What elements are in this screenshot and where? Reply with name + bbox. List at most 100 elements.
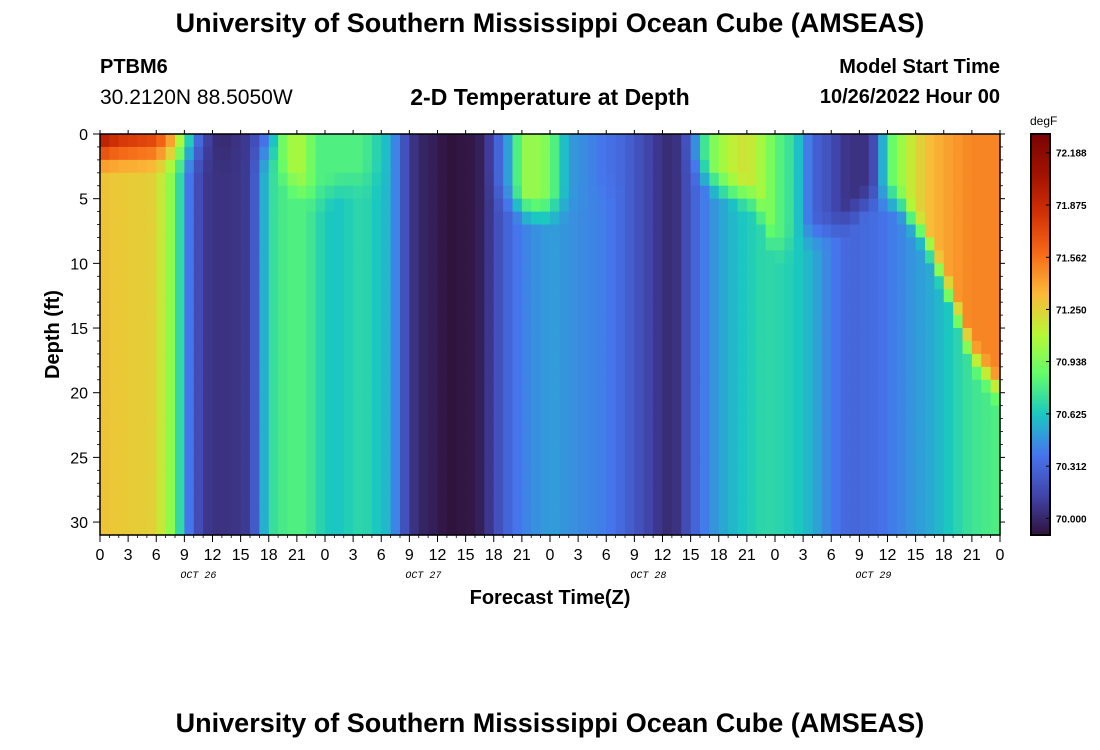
heatmap-cell	[784, 379, 795, 394]
heatmap-cell	[962, 250, 973, 264]
heatmap-cell	[128, 418, 139, 433]
heatmap-cell	[934, 392, 945, 407]
heatmap-cell	[953, 457, 964, 471]
heatmap-cell	[578, 172, 589, 187]
heatmap-cell	[821, 172, 832, 187]
heatmap-cell	[315, 379, 326, 394]
heatmap-cell	[587, 340, 598, 355]
heatmap-cell	[568, 250, 579, 264]
heatmap-cell	[184, 340, 195, 355]
heatmap-cell	[550, 185, 560, 200]
heatmap-cell	[596, 509, 607, 523]
heatmap-cell	[643, 366, 654, 381]
heatmap-cell	[971, 185, 982, 200]
heatmap-cell	[184, 483, 195, 497]
heatmap-cell	[446, 328, 457, 342]
heatmap-cell	[278, 198, 289, 213]
heatmap-cell	[353, 522, 364, 536]
heatmap-cell	[718, 444, 729, 458]
heatmap-cell	[681, 185, 692, 200]
heatmap-cell	[343, 159, 354, 174]
heatmap-cell	[437, 392, 448, 407]
heatmap-cell	[446, 457, 457, 471]
heatmap-cell	[475, 457, 485, 471]
heatmap-cell	[109, 457, 120, 471]
heatmap-cell	[175, 237, 185, 252]
heatmap-cell	[821, 431, 832, 446]
heatmap-cell	[371, 405, 382, 420]
heatmap-cell	[812, 263, 823, 277]
heatmap-cell	[156, 457, 167, 471]
heatmap-cell	[259, 509, 270, 523]
heatmap-cell	[184, 302, 195, 316]
heatmap-cell	[250, 457, 260, 471]
heatmap-cell	[765, 250, 776, 264]
heatmap-cell	[137, 315, 148, 329]
heatmap-cell	[737, 289, 748, 303]
heatmap-cell	[193, 496, 204, 510]
heatmap-cell	[878, 172, 889, 187]
heatmap-cell	[381, 224, 392, 239]
heatmap-cell	[362, 379, 373, 394]
heatmap-cell	[887, 457, 898, 471]
heatmap-cell	[503, 366, 514, 381]
heatmap-cell	[953, 172, 964, 187]
heatmap-cell	[203, 496, 214, 510]
heatmap-cell	[371, 289, 382, 303]
heatmap-cell	[634, 159, 645, 174]
heatmap-cell	[156, 353, 167, 368]
heatmap-cell	[746, 353, 757, 368]
heatmap-cell	[831, 483, 842, 497]
heatmap-cell	[156, 263, 167, 277]
heatmap-cell	[878, 250, 889, 264]
heatmap-cell	[540, 146, 551, 161]
heatmap-cell	[812, 289, 823, 303]
heatmap-cell	[934, 340, 945, 355]
heatmap-cell	[709, 185, 720, 200]
heatmap-cell	[812, 185, 823, 200]
heatmap-cell	[690, 134, 701, 148]
heatmap-cell	[484, 263, 495, 277]
heatmap-cell	[531, 224, 542, 239]
heatmap-cell	[662, 405, 673, 420]
heatmap-cell	[953, 483, 964, 497]
heatmap-cell	[109, 315, 120, 329]
heatmap-cell	[118, 509, 129, 523]
heatmap-cell	[531, 263, 542, 277]
heatmap-cell	[437, 509, 448, 523]
heatmap-cell	[896, 431, 907, 446]
heatmap-cell	[325, 302, 335, 316]
heatmap-cell	[531, 496, 542, 510]
heatmap-cell	[671, 198, 682, 213]
heatmap-cell	[278, 328, 289, 342]
heatmap-cell	[278, 302, 289, 316]
heatmap-cell	[587, 146, 598, 161]
heatmap-cell	[540, 185, 551, 200]
heatmap-cell	[868, 224, 879, 239]
heatmap-cell	[568, 302, 579, 316]
heatmap-cell	[128, 237, 139, 252]
heatmap-cell	[353, 172, 364, 187]
heatmap-cell	[728, 289, 739, 303]
heatmap-cell	[203, 237, 214, 252]
heatmap-cell	[718, 418, 729, 433]
heatmap-cell	[775, 522, 785, 536]
heatmap-cell	[268, 444, 279, 458]
heatmap-cell	[334, 392, 345, 407]
heatmap-cell	[428, 366, 439, 381]
heatmap-cell	[371, 483, 382, 497]
heatmap-cell	[409, 134, 420, 148]
heatmap-cell	[971, 457, 982, 471]
heatmap-cell	[812, 431, 823, 446]
heatmap-cell	[259, 340, 270, 355]
heatmap-cell	[934, 444, 945, 458]
heatmap-cell	[512, 379, 523, 394]
heatmap-cell	[821, 302, 832, 316]
heatmap-cell	[615, 302, 626, 316]
heatmap-cell	[793, 250, 804, 264]
heatmap-cell	[475, 134, 485, 148]
heatmap-cell	[653, 302, 664, 316]
heatmap-cell	[278, 146, 289, 161]
heatmap-cell	[550, 211, 560, 226]
heatmap-cell	[446, 366, 457, 381]
